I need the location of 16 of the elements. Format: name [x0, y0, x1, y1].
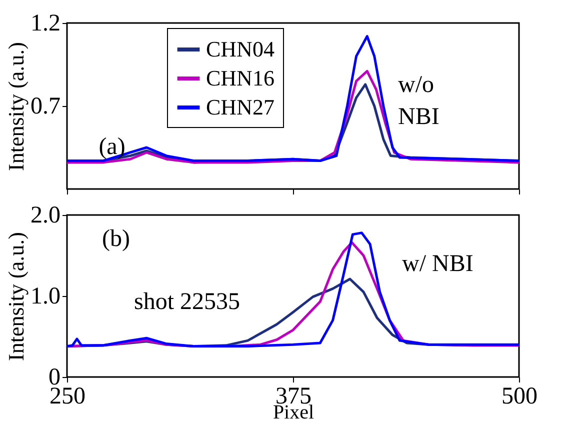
annotation: w/o NBI: [398, 72, 440, 130]
legend-label: CHN16: [206, 66, 274, 90]
legend-label: CHN27: [206, 94, 274, 120]
x-tick-label: 500: [502, 384, 538, 410]
line-series: [67, 35, 519, 162]
annotation: w/ NBI: [402, 251, 474, 277]
legend-label: CHN04: [206, 36, 274, 62]
annotation: shot 22535: [134, 289, 240, 315]
y-tick-label: 1.2: [30, 10, 60, 36]
annotation: (a): [98, 134, 126, 160]
y-tick-label: 2.0: [30, 202, 60, 228]
annotation: (b): [102, 226, 130, 252]
y-axis-title: Intensity (a.u.): [4, 42, 28, 171]
y-tick-label: 0.7: [30, 94, 60, 120]
y-tick-label: 1.0: [30, 284, 60, 310]
y-axis-title: Intensity (a.u.): [4, 232, 28, 361]
